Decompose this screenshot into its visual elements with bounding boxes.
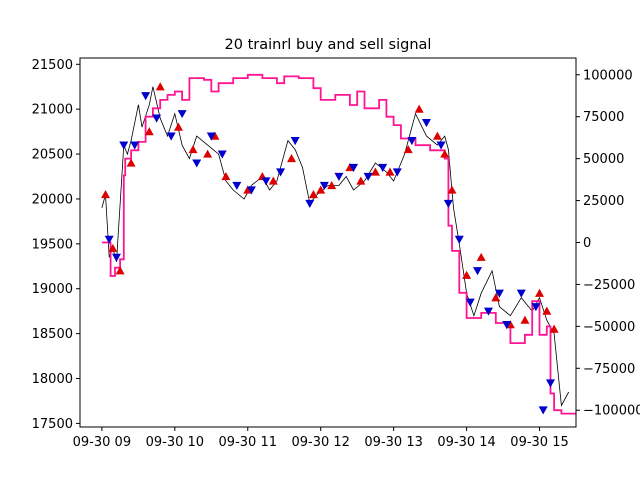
buy-signal-marker bbox=[316, 185, 326, 194]
y-left-tick-label: 19000 bbox=[32, 282, 73, 297]
buy-signal-marker bbox=[440, 149, 450, 158]
buy-signal-marker bbox=[188, 145, 198, 154]
buy-signal-marker bbox=[356, 176, 366, 185]
sell-signal-marker bbox=[130, 141, 140, 150]
sell-signal-marker bbox=[465, 298, 475, 307]
sell-signal-marker bbox=[421, 119, 431, 128]
y-left-tick-label: 21000 bbox=[32, 103, 73, 118]
y-left-tick-label: 17500 bbox=[32, 417, 73, 432]
x-tick-label: 09-30 13 bbox=[364, 435, 422, 450]
buy-signal-marker bbox=[542, 306, 552, 315]
buy-signal-marker bbox=[403, 145, 413, 154]
y-left-tick-label: 19500 bbox=[32, 237, 73, 252]
x-tick-label: 09-30 11 bbox=[219, 435, 277, 450]
y-left-tick-label: 20500 bbox=[32, 148, 73, 163]
buy-signal-marker bbox=[221, 172, 231, 181]
y-left-tick-label: 18500 bbox=[32, 327, 73, 342]
buy-signal-marker bbox=[115, 266, 125, 275]
sell-signal-marker bbox=[502, 321, 512, 330]
y-right-tick-label: 0 bbox=[583, 236, 591, 251]
sell-signal-marker bbox=[111, 253, 121, 262]
y-left-tick-label: 21500 bbox=[32, 58, 73, 73]
sell-signal-marker bbox=[407, 136, 417, 146]
buy-signal-marker bbox=[268, 176, 278, 185]
sell-signal-marker bbox=[436, 141, 446, 150]
sell-signal-marker bbox=[531, 303, 541, 312]
sell-signal-marker bbox=[349, 163, 359, 173]
sell-signal-marker bbox=[246, 186, 256, 195]
x-tick-label: 09-30 12 bbox=[291, 435, 349, 450]
x-tick-label: 09-30 15 bbox=[510, 435, 568, 450]
buy-signal-marker bbox=[101, 189, 111, 199]
buy-signal-marker bbox=[447, 185, 457, 194]
sell-signal-marker bbox=[177, 110, 187, 119]
series-group bbox=[101, 73, 576, 415]
y-right-tick-label: 25000 bbox=[583, 194, 624, 209]
sell-signal-marker bbox=[319, 181, 329, 190]
sell-signal-marker bbox=[141, 92, 151, 101]
sell-signal-marker bbox=[516, 289, 526, 298]
sell-signal-marker bbox=[232, 181, 242, 190]
sell-signal-marker bbox=[473, 267, 483, 276]
y-right-tick-label: −100000 bbox=[583, 404, 640, 419]
sell-signal-marker bbox=[206, 132, 216, 141]
buy-signal-marker bbox=[385, 167, 395, 176]
sell-signal-marker bbox=[545, 379, 555, 388]
sell-signal-marker bbox=[276, 168, 286, 177]
chart-title: 20 trainrl buy and sell signal bbox=[225, 37, 432, 53]
buy-signal-marker bbox=[108, 243, 118, 252]
y-left-tick-label: 18000 bbox=[32, 372, 73, 387]
sell-signal-marker bbox=[454, 235, 464, 244]
sell-signal-marker bbox=[483, 307, 493, 316]
sell-signal-marker bbox=[443, 199, 453, 208]
y-right-tick-label: 100000 bbox=[583, 68, 633, 83]
y-right-tick-label: 50000 bbox=[583, 152, 624, 167]
buy-signal-marker bbox=[327, 180, 337, 190]
buy-signal-marker bbox=[144, 127, 154, 136]
axes: 09-30 09 09-30 10 09-30 11 09-30 12 09-30 13… bbox=[32, 58, 640, 450]
y-right-tick-label: −50000 bbox=[583, 320, 635, 335]
buy-signal-marker bbox=[370, 167, 380, 176]
sell-signal-marker bbox=[217, 150, 227, 159]
y-right-tick-label: −25000 bbox=[583, 278, 635, 293]
sell-signal-marker bbox=[305, 199, 315, 208]
sell-signal-marker bbox=[166, 132, 176, 141]
buy-signal-marker bbox=[155, 82, 165, 91]
sell-signal-marker bbox=[261, 177, 271, 186]
buy-signal-marker bbox=[549, 324, 559, 333]
sell-signal-marker bbox=[494, 289, 504, 298]
sell-signal-marker bbox=[538, 406, 548, 415]
buy-signal-marker bbox=[308, 189, 318, 199]
sell-signal-marker bbox=[152, 114, 162, 123]
buy-signal-marker bbox=[476, 252, 486, 261]
sell-signal-marker bbox=[392, 168, 402, 177]
y-right-tick-label: −75000 bbox=[583, 362, 635, 377]
buy-signal-marker bbox=[491, 293, 501, 302]
buy-signal-marker bbox=[462, 270, 472, 279]
buy-signal-marker bbox=[203, 149, 213, 158]
sell-signal-marker bbox=[363, 172, 373, 182]
x-tick-label: 09-30 14 bbox=[437, 435, 495, 450]
buy-signal-marker bbox=[173, 122, 183, 131]
buy-signal-marker bbox=[287, 154, 297, 163]
y-left-tick-label: 20000 bbox=[32, 192, 73, 207]
sell-signal-marker bbox=[192, 159, 202, 168]
buy-signal-marker bbox=[535, 288, 545, 297]
x-tick-label: 09-30 10 bbox=[146, 435, 204, 450]
plot-area bbox=[101, 73, 576, 415]
buy-signal-marker bbox=[414, 104, 424, 113]
sell-signal-marker bbox=[334, 172, 344, 182]
buy-signal-marker bbox=[432, 131, 442, 140]
x-tick-label: 09-30 09 bbox=[73, 435, 131, 450]
equity-line bbox=[101, 73, 576, 415]
sell-signal-marker bbox=[119, 141, 129, 150]
buy-signal-marker bbox=[520, 315, 530, 324]
y-right-tick-label: 75000 bbox=[583, 110, 624, 125]
sell-signal-marker bbox=[290, 136, 300, 146]
buy-signal-marker bbox=[126, 158, 136, 167]
sell-signal-marker bbox=[104, 235, 114, 244]
sell-signal-marker bbox=[378, 163, 388, 173]
